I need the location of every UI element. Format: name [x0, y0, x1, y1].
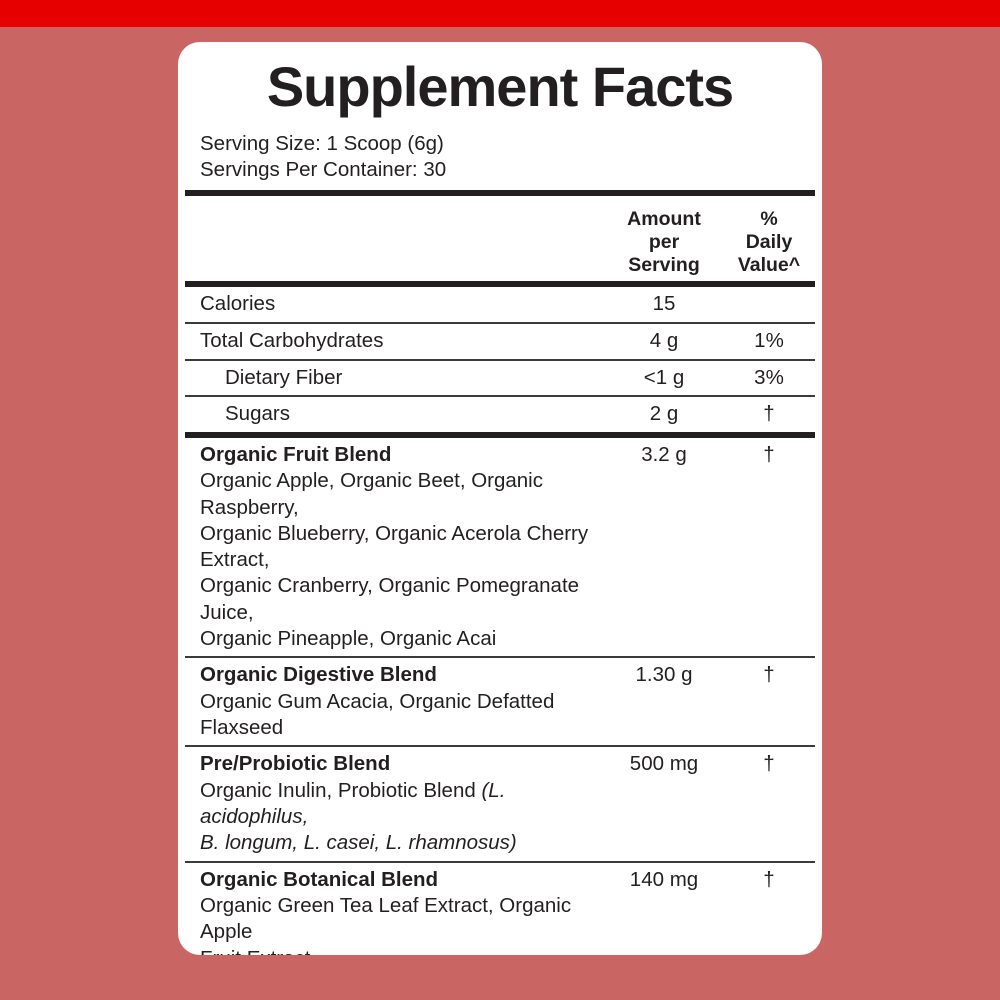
blend-row: Pre/Probiotic Blend Organic Inulin, Probi…	[185, 747, 815, 860]
blend-name: Organic Digestive Blend	[200, 663, 437, 687]
header-amount-line1: Amount	[627, 208, 701, 231]
blend-row: Organic Digestive Blend Organic Gum Acaci…	[185, 658, 815, 745]
blend-ingredient-line: Organic Cranberry, Organic Pomegranate J…	[200, 574, 580, 624]
blend-block: Organic Botanical Blend Organic Green Tea…	[185, 867, 605, 955]
blend-daily-value: †	[763, 752, 775, 776]
nutrient-rows: Calories 15 Total Carbohydrates 4 g 1% Dietar…	[178, 287, 822, 432]
blend-daily-value: †	[763, 442, 775, 466]
nutrient-daily-value: †	[763, 402, 775, 426]
table-row: Total Carbohydrates 4 g 1%	[185, 324, 815, 359]
serving-info: Serving Size: 1 Scoop (6g) Servings Per …	[178, 131, 822, 183]
nutrient-name: Sugars	[225, 402, 290, 426]
blend-daily-value: †	[763, 867, 775, 891]
blend-ingredient-line: B. longum, L. casei, L. rhamnosus)	[200, 830, 605, 856]
divider-thin	[185, 656, 815, 659]
blend-ingredient-italic: (L. acidophilus,	[200, 778, 506, 829]
blend-ingredient-line: Organic Blueberry, Organic Acerola Cherr…	[200, 521, 589, 572]
header-amount-per-serving: Amount per Serving	[605, 208, 723, 276]
servings-per-container: Servings Per Container: 30	[200, 158, 447, 182]
nutrient-amount: 15	[652, 292, 676, 316]
blend-ingredient-line: Fruit Extract	[200, 946, 605, 955]
header-amount-line2: per	[648, 231, 680, 254]
table-row: Calories 15	[185, 287, 815, 322]
divider-thin	[185, 745, 815, 748]
blend-amount: 1.30 g	[635, 663, 693, 687]
nutrient-name: Dietary Fiber	[225, 365, 343, 389]
divider-thin	[185, 395, 815, 398]
divider-thin	[185, 358, 815, 361]
blend-rows: Organic Fruit Blend Organic Apple, Organi…	[178, 438, 822, 955]
blend-name: Pre/Probiotic Blend	[200, 752, 391, 776]
header-daily-value: % Daily Value^	[723, 208, 815, 276]
blend-amount: 3.2 g	[641, 442, 687, 466]
table-row: Dietary Fiber <1 g 3%	[185, 361, 815, 396]
nutrient-daily-value: 3%	[754, 365, 784, 389]
divider-thick-header-bottom	[185, 281, 815, 288]
blend-ingredient-line: Organic Pineapple, Organic Acai	[200, 626, 497, 650]
blend-amount: 500 mg	[629, 752, 699, 776]
nutrient-amount: 2 g	[649, 402, 679, 426]
divider-thick-blends-top	[185, 431, 815, 438]
blend-block: Organic Fruit Blend Organic Apple, Organi…	[185, 442, 605, 652]
table-row: Sugars 2 g †	[185, 397, 815, 432]
blend-block: Organic Digestive Blend Organic Gum Acaci…	[185, 662, 605, 741]
blend-name: Organic Fruit Blend	[200, 442, 392, 466]
serving-size: Serving Size: 1 Scoop (6g)	[200, 131, 444, 155]
header-dv-line3: Value^	[737, 253, 801, 276]
nutrient-amount: 4 g	[649, 328, 679, 352]
blend-daily-value: †	[763, 663, 775, 687]
nutrient-name: Total Carbohydrates	[200, 328, 384, 352]
blend-ingredient-line: Organic Green Tea Leaf Extract, Organic …	[200, 894, 572, 944]
blend-ingredient-line: Organic Gum Acacia, Organic Defatted Fla…	[200, 689, 555, 739]
blend-block: Pre/Probiotic Blend Organic Inulin, Probi…	[185, 751, 605, 856]
header-amount-line3: Serving	[628, 253, 700, 276]
page-title: Supplement Facts	[266, 55, 734, 118]
nutrient-amount: <1 g	[643, 365, 685, 389]
divider-thin	[185, 860, 815, 863]
divider-thick-top	[185, 190, 815, 197]
blend-ingredient-italic: B. longum, L. casei, L. rhamnosus)	[200, 831, 517, 855]
header-dv-line2: Daily	[745, 231, 793, 254]
supplement-facts-card: Supplement Facts Serving Size: 1 Scoop (…	[178, 42, 822, 955]
blend-name: Organic Botanical Blend	[200, 867, 439, 891]
blend-amount: 140 mg	[629, 867, 699, 891]
blend-ingredient-line: Organic Apple, Organic Beet, Organic Ras…	[200, 469, 543, 519]
nutrient-name: Calories	[200, 292, 276, 316]
nutrient-daily-value: 1%	[754, 328, 784, 352]
table-header-row: Amount per Serving % Daily Value^	[185, 196, 815, 281]
header-dv-line1: %	[760, 208, 778, 231]
divider-thin	[185, 321, 815, 324]
blend-row: Organic Botanical Blend Organic Green Tea…	[185, 863, 815, 955]
blend-ingredient-line: Organic Inulin, Probiotic Blend (L. acid…	[200, 778, 506, 829]
blend-row: Organic Fruit Blend Organic Apple, Organi…	[185, 438, 815, 656]
top-red-bar	[0, 0, 1000, 27]
